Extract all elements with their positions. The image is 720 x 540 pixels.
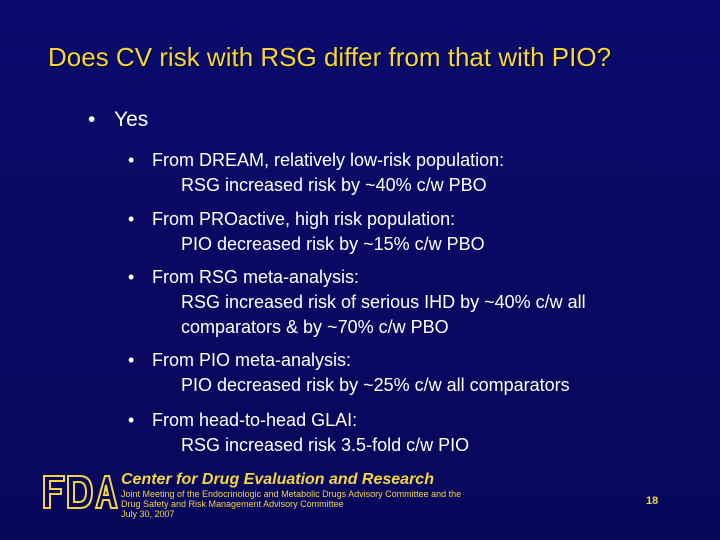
sub-bullet-dream: • From DREAM, relatively low-risk popula… xyxy=(128,148,504,198)
sub-bullet-heading: From head-to-head GLAI: xyxy=(152,410,358,430)
sub-bullet-glai: • From head-to-head GLAI: RSG increased … xyxy=(128,408,469,458)
fda-logo-icon xyxy=(43,475,118,509)
sub-bullet-detail: PIO decreased risk by ~25% c/w all compa… xyxy=(181,375,570,395)
meeting-line: Drug Safety and Risk Management Advisory… xyxy=(121,499,344,509)
sub-bullet-detail: comparators & by ~70% c/w PBO xyxy=(181,317,449,337)
meeting-date: July 30, 2007 xyxy=(121,509,175,519)
sub-bullet-heading: From DREAM, relatively low-risk populati… xyxy=(152,150,505,170)
slide-title: Does CV risk with RSG differ from that w… xyxy=(48,42,612,72)
meeting-info: Joint Meeting of the Endocrinologic and … xyxy=(121,489,461,519)
bullet-marker: • xyxy=(128,350,135,370)
sub-bullet-heading: From PROactive, high risk population: xyxy=(152,209,456,229)
page-number: 18 xyxy=(646,495,659,507)
bullet-marker: • xyxy=(88,108,96,131)
main-bullet: • Yes xyxy=(88,108,148,132)
sub-bullet-heading: From PIO meta-analysis: xyxy=(152,350,352,370)
bullet-marker: • xyxy=(128,267,135,287)
sub-bullet-detail: RSG increased risk by ~40% c/w PBO xyxy=(181,175,487,195)
sub-bullet-detail: RSG increased risk 3.5-fold c/w PIO xyxy=(181,435,470,455)
meeting-line: Joint Meeting of the Endocrinologic and … xyxy=(121,489,462,499)
center-name: Center for Drug Evaluation and Research xyxy=(121,471,434,488)
sub-bullet-proactive: • From PROactive, high risk population: … xyxy=(128,207,485,257)
main-bullet-text: Yes xyxy=(114,108,149,131)
sub-bullet-detail: PIO decreased risk by ~15% c/w PBO xyxy=(181,234,485,254)
sub-bullet-detail: RSG increased risk of serious IHD by ~40… xyxy=(181,292,586,312)
bullet-marker: • xyxy=(128,150,135,170)
sub-bullet-rsg-meta: • From RSG meta-analysis: RSG increased … xyxy=(128,265,586,340)
sub-bullet-heading: From RSG meta-analysis: xyxy=(152,267,360,287)
sub-bullet-pio-meta: • From PIO meta-analysis: PIO decreased … xyxy=(128,348,570,398)
bullet-marker: • xyxy=(128,410,135,430)
bullet-marker: • xyxy=(128,209,135,229)
